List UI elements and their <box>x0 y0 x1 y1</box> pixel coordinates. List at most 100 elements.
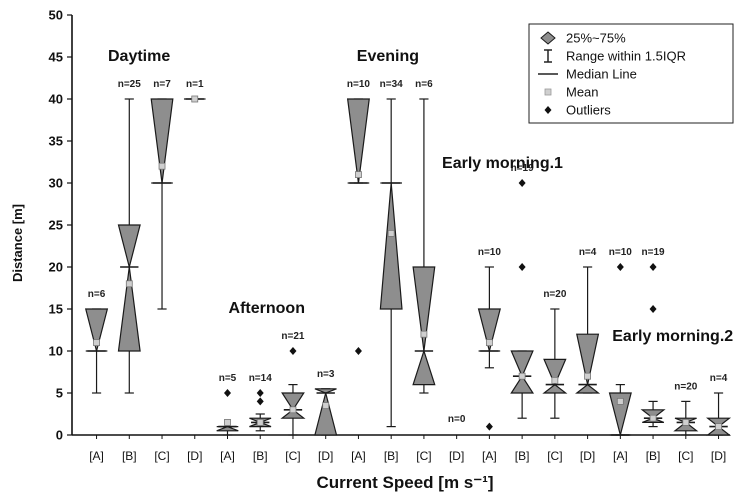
mean-marker <box>584 372 591 380</box>
outlier-point <box>518 179 526 187</box>
box-1-b <box>117 98 141 394</box>
mean-marker <box>125 280 133 288</box>
x-tick-label: [B] <box>253 449 268 463</box>
box-iqr <box>542 358 568 394</box>
box-iqr <box>346 98 370 184</box>
n-label: n=19 <box>511 163 535 174</box>
box-1-d <box>183 95 206 103</box>
x-tick-label: [D] <box>187 449 202 463</box>
mean-marker <box>420 330 428 338</box>
mean-marker <box>616 397 624 405</box>
mean-marker <box>158 162 166 170</box>
outlier-point <box>289 347 297 355</box>
y-tick-label: 40 <box>49 92 63 107</box>
y-tick-label: 20 <box>49 260 63 275</box>
legend-label: Range within 1.5IQR <box>566 49 686 64</box>
x-tick-label: [A] <box>220 449 235 463</box>
n-label: n=34 <box>380 79 404 90</box>
outlier-point <box>223 389 231 397</box>
group-label: Evening <box>357 48 419 65</box>
box-marks <box>84 95 732 436</box>
outlier-point <box>354 347 362 355</box>
box-iqr <box>412 266 436 386</box>
box-5-b <box>640 263 666 428</box>
outlier-point <box>485 422 493 431</box>
x-tick-label: [D] <box>449 449 464 463</box>
box-5-a <box>608 263 632 436</box>
legend-box-symbol <box>540 31 556 45</box>
box-2-a <box>216 389 239 436</box>
y-tick-label: 10 <box>49 344 63 359</box>
mean-marker <box>551 376 559 384</box>
legend-frame <box>528 23 734 124</box>
n-label: n=1 <box>186 79 204 90</box>
group-label: Early morning.1 <box>442 155 563 172</box>
n-label: n=6 <box>415 79 433 90</box>
x-tick-label: [B] <box>122 449 137 463</box>
box-iqr <box>314 388 338 436</box>
group-label: Early morning.2 <box>612 328 733 345</box>
x-tick-label: [B] <box>384 449 399 463</box>
mean-marker <box>485 339 493 347</box>
box-2-c <box>280 347 306 436</box>
mean-marker <box>649 414 657 422</box>
box-1-c <box>150 98 174 310</box>
mean-marker <box>224 418 231 426</box>
x-tick-label: [A] <box>351 449 366 463</box>
y-tick-label: 5 <box>56 386 63 401</box>
n-label: n=4 <box>710 373 728 384</box>
n-label: n=7 <box>153 79 171 90</box>
outlier-point <box>518 263 526 271</box>
box-4-a <box>477 266 501 431</box>
mean-marker <box>93 339 100 347</box>
x-tick-label: [D] <box>318 449 333 463</box>
n-label: n=10 <box>609 247 633 258</box>
y-tick-label: 25 <box>49 218 63 233</box>
y-tick-label: 0 <box>56 428 63 443</box>
legend-item: Median Line <box>538 67 637 82</box>
mean-marker <box>387 229 395 237</box>
box-3-c <box>412 98 436 394</box>
box-2-d <box>314 388 338 436</box>
x-tick-label: [D] <box>711 449 726 463</box>
box-iqr <box>379 182 403 310</box>
x-tick-label: [C] <box>285 449 300 463</box>
mean-marker <box>682 418 690 426</box>
mean-marker <box>355 171 362 179</box>
legend-label: Mean <box>566 85 599 100</box>
x-tick-label: [C] <box>547 449 562 463</box>
n-label: n=10 <box>347 79 371 90</box>
outlier-point <box>256 397 264 406</box>
y-axis-title: Distance [m] <box>10 204 25 282</box>
box-5-d <box>705 392 732 436</box>
n-label: n=14 <box>249 373 273 384</box>
y-tick-label: 50 <box>49 8 63 23</box>
n-label: n=6 <box>88 289 106 300</box>
n-label: n=10 <box>478 247 502 258</box>
n-label: n=19 <box>642 247 666 258</box>
box-3-b <box>379 98 403 428</box>
legend-label: Outliers <box>566 103 611 118</box>
y-tick-label: 15 <box>49 302 63 317</box>
box-iqr <box>510 350 535 394</box>
n-label: n=20 <box>674 381 698 392</box>
mean-marker <box>322 402 330 410</box>
x-tick-label: [C] <box>416 449 431 463</box>
legend-mean-symbol <box>544 88 552 96</box>
box-5-c <box>673 400 699 436</box>
n-label: n=3 <box>317 369 335 380</box>
outlier-point <box>616 263 624 271</box>
outlier-point <box>256 389 264 397</box>
legend-outlier-symbol <box>544 106 552 114</box>
legend-item: 25%~75% <box>540 31 626 46</box>
x-tick-label: [A] <box>482 449 497 463</box>
legend: 25%~75% Range within 1.5IQR Median Line Mea… <box>528 23 734 124</box>
mean-marker <box>256 418 264 426</box>
box-4-c <box>542 308 568 419</box>
y-tick-label: 45 <box>49 50 63 65</box>
legend-item: Outliers <box>544 103 611 118</box>
n-label: n=21 <box>281 331 305 342</box>
axes: 0 5 10 15 20 25 30 35 40 45 50 [A] [B] [C] [D] [A] [B] [C… <box>49 8 730 463</box>
y-tick-label: 30 <box>49 176 63 191</box>
